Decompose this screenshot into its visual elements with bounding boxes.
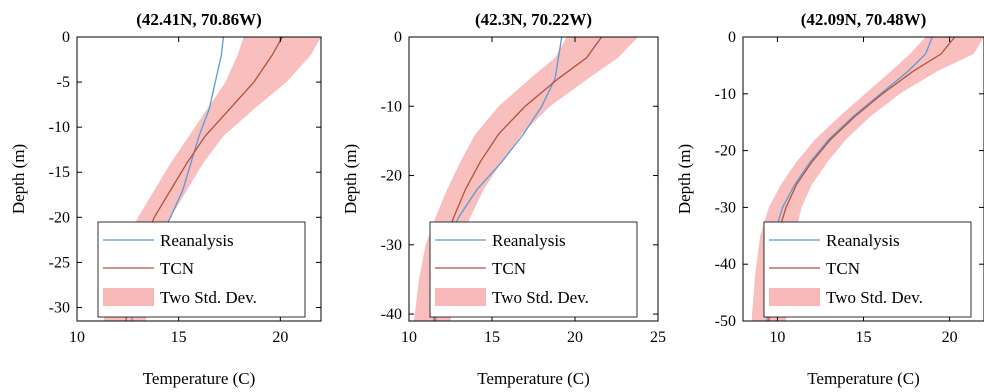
y-tick-label: -25 — [49, 254, 70, 271]
y-axis-label: Depth (m) — [341, 144, 360, 214]
axes-box — [76, 36, 322, 322]
y-tick-label: 0 — [394, 29, 402, 46]
legend-band-swatch — [103, 288, 154, 306]
y-axis-label: Depth (m) — [9, 144, 28, 214]
y-tick-label: -50 — [715, 313, 736, 330]
y-tick-label: -40 — [381, 306, 402, 323]
y-tick-label: -40 — [715, 256, 736, 273]
y-tick-label: -30 — [49, 299, 70, 316]
legend-band-swatch — [435, 288, 486, 306]
panel-2: 10 15 20 25 0 -10 -20 -30 -40 (42.3N, 70.22W) Temp… — [341, 10, 666, 388]
y-tick-label: 0 — [62, 29, 70, 46]
x-tick-label: 15 — [484, 329, 500, 346]
y-tick-label: -20 — [49, 209, 70, 226]
y-tick-label: -5 — [57, 74, 70, 91]
y-tick-label: -10 — [49, 119, 70, 136]
legend-band-swatch — [769, 288, 820, 306]
x-tick-label: 10 — [69, 329, 85, 346]
y-tick-label: -20 — [381, 168, 402, 185]
x-tick-label: 15 — [856, 329, 872, 346]
x-tick-label: 10 — [401, 329, 417, 346]
legend-entry-label: Two Std. Dev. — [492, 288, 589, 307]
legend-entry-label: Two Std. Dev. — [826, 288, 923, 307]
legend-entry-label: TCN — [492, 259, 526, 278]
x-axis-label: Temperature (C) — [143, 369, 256, 388]
y-axis-label: Depth (m) — [675, 144, 694, 214]
legend: Reanalysis TCN Two Std. Dev. — [763, 221, 972, 318]
legend: Reanalysis TCN Two Std. Dev. — [97, 221, 306, 318]
x-tick-label: 25 — [650, 329, 666, 346]
x-tick-label: 20 — [567, 329, 583, 346]
y-tick-label: -15 — [49, 164, 70, 181]
legend-entry-label: Reanalysis — [826, 231, 900, 250]
y-tick-label: 0 — [728, 29, 736, 46]
legend-entry-label: TCN — [160, 259, 194, 278]
y-tick-label: -20 — [715, 143, 736, 160]
panel-1: 10 15 20 0 -5 -10 -15 -20 -25 -30 (42.41N, 70.86W)… — [9, 10, 322, 388]
legend-entry-label: Reanalysis — [492, 231, 566, 250]
legend-entry-label: Reanalysis — [160, 231, 234, 250]
x-tick-label: 20 — [942, 329, 958, 346]
x-axis-label: Temperature (C) — [477, 369, 590, 388]
legend: Reanalysis TCN Two Std. Dev. — [429, 221, 638, 318]
chart-title: (42.09N, 70.48W) — [801, 10, 927, 29]
chart-title: (42.3N, 70.22W) — [475, 10, 592, 29]
panel-3: 10 15 20 0 -10 -20 -30 -40 -50 (42.09N, 70.48W) Te… — [675, 10, 984, 388]
x-tick-label: 10 — [769, 329, 785, 346]
x-tick-label: 15 — [171, 329, 187, 346]
legend-entry-label: Two Std. Dev. — [160, 288, 257, 307]
chart-title: (42.41N, 70.86W) — [136, 10, 262, 29]
axes-box — [408, 36, 659, 322]
y-tick-label: -10 — [381, 98, 402, 115]
x-tick-label: 20 — [272, 329, 288, 346]
y-tick-label: -10 — [715, 86, 736, 103]
legend-entry-label: TCN — [826, 259, 860, 278]
y-tick-label: -30 — [715, 199, 736, 216]
x-axis-label: Temperature (C) — [807, 369, 920, 388]
y-tick-label: -30 — [381, 237, 402, 254]
